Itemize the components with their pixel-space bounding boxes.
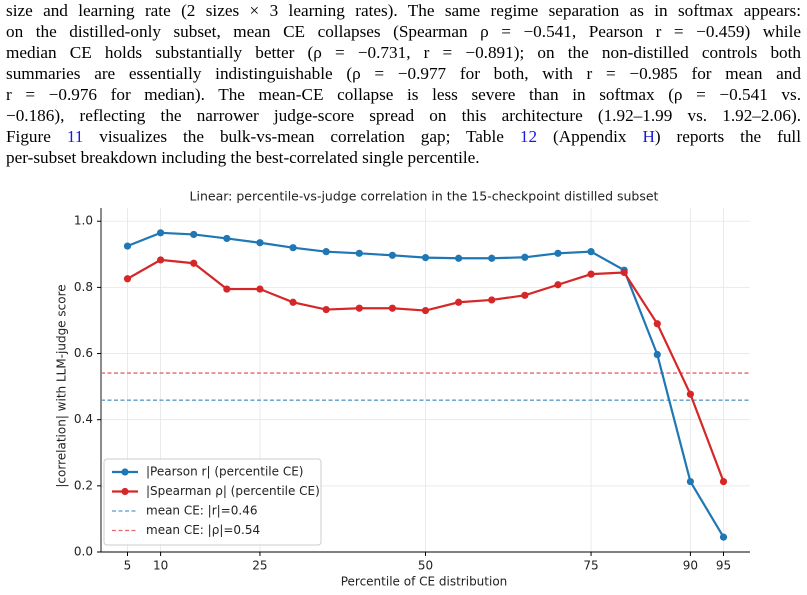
text-line: Figure 11 visualizes the bulk-vs-mean co…: [6, 126, 801, 147]
data-point: [421, 254, 430, 262]
cross-reference[interactable]: 12: [519, 127, 538, 146]
x-tick-label: 25: [252, 559, 267, 573]
data-point: [223, 234, 231, 243]
text-span: (Appendix: [537, 127, 643, 146]
data-point: [554, 249, 562, 257]
data-point: [521, 291, 529, 299]
chart-title: Linear: percentile-vs-judge correlation …: [190, 189, 659, 204]
y-axis-label: |correlation| with LLM-judge score: [55, 284, 69, 487]
data-point: [190, 259, 198, 267]
data-point: [190, 230, 198, 239]
x-tick-label: 50: [418, 559, 433, 573]
legend-marker: [121, 468, 129, 476]
data-point: [455, 254, 463, 262]
legend-marker: [121, 487, 129, 496]
y-tick-label: 0.4: [74, 412, 93, 426]
data-point: [157, 229, 165, 237]
data-point: [554, 281, 562, 289]
data-point: [123, 275, 132, 283]
x-axis-label: Percentile of CE distribution: [341, 575, 508, 589]
x-tick-label: 90: [683, 559, 698, 573]
text-line: −0.186), reflecting the narrower judge-s…: [6, 105, 801, 126]
x-tick-label: 10: [153, 559, 168, 573]
data-point: [521, 253, 529, 261]
text-span: r = −0.976 for median). The mean-CE coll…: [6, 85, 801, 104]
data-point: [719, 477, 728, 486]
text-span: ) reports the full: [654, 127, 801, 146]
legend: |Pearson r| (percentile CE) |Spearman ρ| …: [103, 458, 322, 546]
text-span: on the distilled-only subset, mean CE co…: [6, 22, 801, 41]
data-point: [289, 298, 297, 306]
data-point: [653, 350, 661, 359]
legend-box: [103, 458, 322, 546]
y-tick-label: 0.0: [74, 545, 93, 559]
cross-reference[interactable]: H: [642, 127, 655, 146]
data-point: [289, 244, 297, 252]
data-point: [488, 296, 496, 304]
data-point: [686, 390, 694, 398]
data-point: [620, 268, 628, 277]
legend-label: mean CE: |ρ|=0.54: [146, 523, 260, 537]
text-span: median CE holds substantially better (ρ …: [6, 43, 801, 62]
text-line: median CE holds substantially better (ρ …: [6, 42, 801, 63]
data-point: [223, 285, 231, 293]
paragraph: size and learning rate (2 sizes × 3 lear…: [6, 0, 801, 168]
text-span: −0.186), reflecting the narrower judge-s…: [6, 106, 801, 125]
data-point: [653, 320, 661, 328]
y-tick-label: 0.6: [74, 346, 93, 360]
text-span: visualizes the bulk-vs-mean correlation …: [83, 127, 520, 146]
text-span: summaries are essentially indistinguisha…: [6, 64, 801, 83]
legend-label: |Spearman ρ| (percentile CE): [146, 484, 320, 498]
data-point: [322, 248, 330, 256]
data-point: [488, 254, 496, 262]
text-line: summaries are essentially indistinguisha…: [6, 63, 801, 84]
x-tick-label: 75: [583, 559, 598, 573]
data-point: [355, 304, 363, 312]
data-point: [388, 251, 396, 259]
text-line: per-subset breakdown including the best-…: [6, 147, 801, 168]
data-point: [123, 242, 132, 250]
text-span: size and learning rate (2 sizes × 3 lear…: [6, 1, 801, 20]
data-point: [719, 533, 728, 541]
data-point: [587, 248, 595, 256]
data-point: [355, 249, 363, 257]
data-point: [686, 477, 694, 486]
text-line: size and learning rate (2 sizes × 3 lear…: [6, 0, 801, 21]
text-span: per-subset breakdown including the best-…: [6, 148, 480, 167]
y-tick-label: 1.0: [74, 214, 93, 228]
legend-label: mean CE: |r|=0.46: [146, 504, 257, 518]
text-span: Figure: [6, 127, 67, 146]
cross-reference[interactable]: 11: [66, 127, 84, 146]
x-tick-label: 95: [716, 559, 731, 573]
text-line: on the distilled-only subset, mean CE co…: [6, 21, 801, 42]
data-point: [256, 285, 264, 293]
y-tick-label: 0.8: [74, 280, 93, 294]
data-point: [455, 298, 463, 306]
y-tick-label: 0.2: [74, 478, 93, 492]
text-line: r = −0.976 for median). The mean-CE coll…: [6, 84, 801, 105]
legend-label: |Pearson r| (percentile CE): [146, 465, 303, 479]
data-point: [587, 270, 595, 278]
data-point: [256, 239, 264, 247]
data-point: [322, 305, 330, 314]
x-tick-label: 5: [124, 559, 132, 573]
data-point: [388, 304, 396, 312]
data-point: [157, 256, 165, 264]
data-point: [421, 306, 430, 315]
